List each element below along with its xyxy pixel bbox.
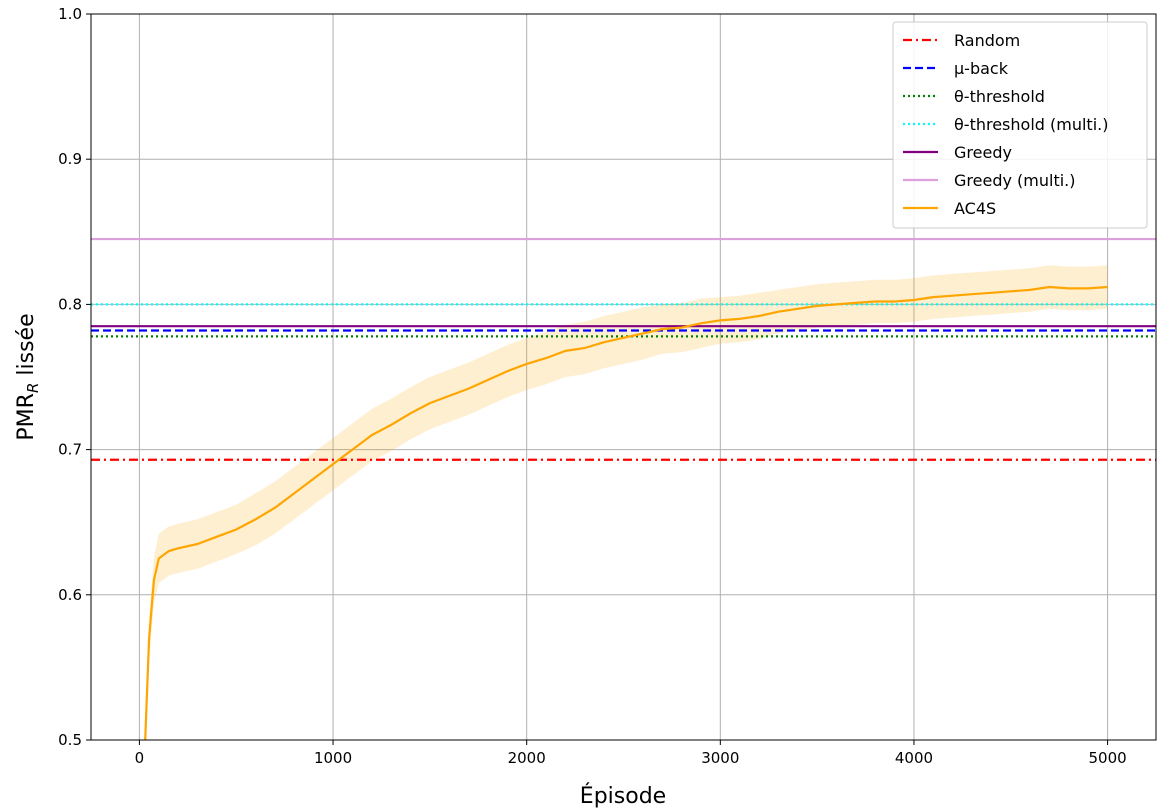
x-tick-label: 3000	[701, 749, 739, 767]
x-axis-ticks: 0 1000 2000 3000 4000 5000	[135, 740, 1127, 767]
x-tick-label: 4000	[895, 749, 933, 767]
plot-frame	[90, 13, 1157, 741]
legend-label-greedy: Greedy	[954, 143, 1012, 162]
y-axis-title-rest: lissée	[14, 313, 39, 382]
legend-label-greedy-multi: Greedy (multi.)	[954, 171, 1075, 190]
series-lines	[144, 285, 1108, 741]
y-axis-title-main: PMR	[14, 393, 39, 441]
x-tick-label: 0	[135, 749, 145, 767]
y-tick-label: 0.8	[58, 295, 82, 313]
legend-label-ac4s: AC4S	[954, 199, 996, 218]
x-tick-label: 1000	[314, 749, 352, 767]
y-tick-label: 0.5	[58, 731, 82, 749]
legend: Random μ-back θ-threshold θ-threshold (mult…	[892, 21, 1148, 229]
legend-label-threshold: θ-threshold	[954, 87, 1045, 106]
legend-box	[892, 21, 1148, 229]
y-tick-label: 0.9	[58, 150, 82, 168]
ac4s-series-line	[144, 285, 1108, 741]
y-axis-title-subscript: R	[24, 383, 42, 393]
x-tick-label: 5000	[1088, 749, 1126, 767]
y-tick-label: 0.6	[58, 586, 82, 604]
legend-label-random: Random	[954, 31, 1020, 50]
y-axis-title: PMRR lissée	[14, 313, 42, 440]
y-tick-label: 1.0	[58, 5, 82, 23]
baseline-lines	[91, 237, 1156, 461]
legend-label-threshold-multi: θ-threshold (multi.)	[954, 115, 1108, 134]
ac4s-confidence-band	[145, 265, 1108, 740]
x-axis-title: Épisode	[580, 783, 666, 809]
legend-label-back: μ-back	[954, 59, 1009, 78]
ac4s-confidence-band-layer	[145, 265, 1108, 740]
y-tick-label: 0.7	[58, 441, 82, 459]
x-tick-label: 2000	[508, 749, 546, 767]
y-axis-ticks: 0.5 0.6 0.7 0.8 0.9 1.0	[58, 5, 91, 749]
legend-entries: Random μ-back θ-threshold θ-threshold (mult…	[903, 31, 1108, 218]
